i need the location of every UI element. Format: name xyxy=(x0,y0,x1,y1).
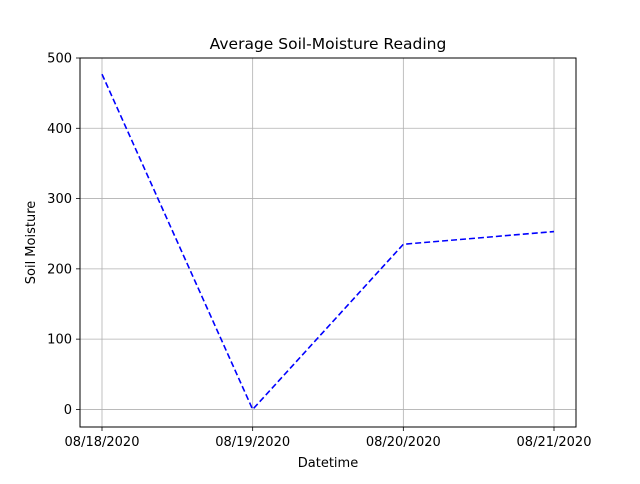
grid-lines xyxy=(80,58,576,427)
ticks: 0 100 200 300 400 500 08/18/2020 08/19/2020 08/2… xyxy=(47,52,591,451)
y-tick-label: 0 xyxy=(64,403,72,418)
axes-frame xyxy=(80,58,576,427)
y-tick-label: 400 xyxy=(47,122,72,137)
y-tick-label: 100 xyxy=(47,333,72,348)
y-axis-label: Soil Moisture xyxy=(24,201,39,285)
series-line xyxy=(102,74,554,409)
y-tick-label: 200 xyxy=(47,262,72,277)
x-tick-label: 08/21/2020 xyxy=(517,435,592,450)
x-tick-label: 08/20/2020 xyxy=(366,435,441,450)
y-tick-label: 500 xyxy=(47,52,72,67)
chart-title: Average Soil-Moisture Reading xyxy=(210,35,447,53)
y-tick-label: 300 xyxy=(47,192,72,207)
x-tick-label: 08/18/2020 xyxy=(65,435,140,450)
x-tick-label: 08/19/2020 xyxy=(215,435,290,450)
x-axis-label: Datetime xyxy=(298,456,358,471)
series-layer xyxy=(102,74,554,409)
